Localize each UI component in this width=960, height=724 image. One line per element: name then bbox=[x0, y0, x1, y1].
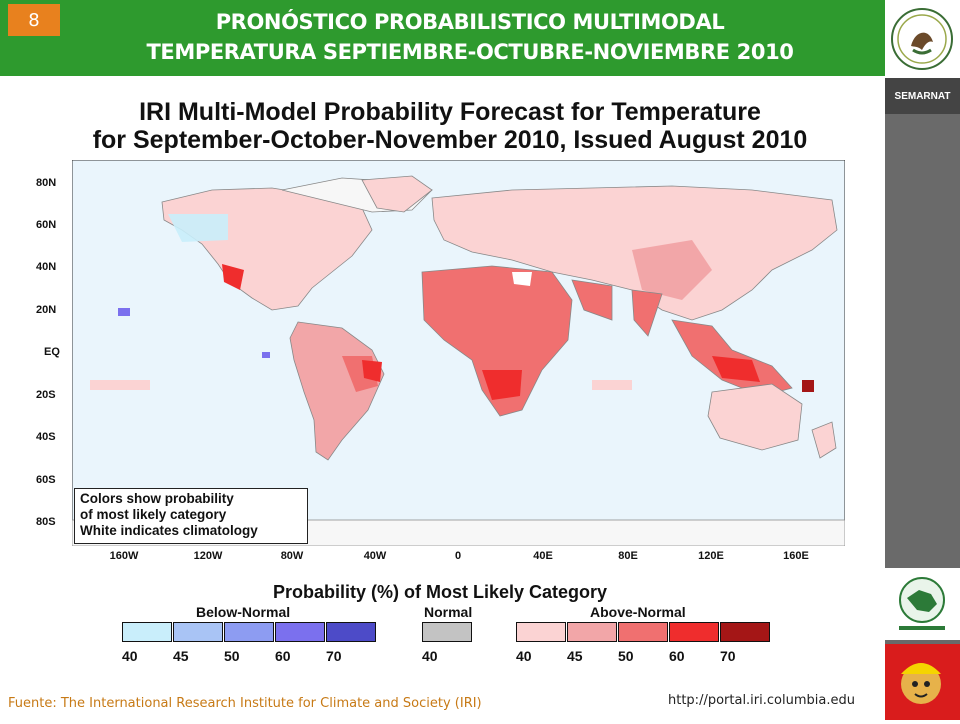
mexico-seal-logo bbox=[885, 0, 960, 78]
note-line: White indicates climatology bbox=[80, 523, 258, 538]
lon-label: 120E bbox=[698, 550, 724, 562]
legend-swatch bbox=[173, 622, 223, 642]
mascot-logo bbox=[885, 644, 960, 720]
figure-title-line1: IRI Multi-Model Probability Forecast for… bbox=[139, 98, 761, 126]
legend-group-below: Below-Normal bbox=[196, 604, 291, 620]
source-url[interactable]: http://portal.iri.columbia.edu bbox=[668, 693, 855, 708]
greenland bbox=[361, 175, 433, 213]
lat-label: EQ bbox=[44, 346, 60, 358]
figure-title-line2: for September-October-November 2010, Iss… bbox=[92, 126, 808, 154]
legend-swatch-label: 45 bbox=[173, 648, 189, 664]
lat-label: 20S bbox=[36, 389, 56, 401]
legend-group-normal: Normal bbox=[424, 604, 473, 620]
semarnat-label: SEMARNAT bbox=[885, 78, 960, 114]
legend-swatch-label: 50 bbox=[618, 648, 634, 664]
lon-label: 80E bbox=[618, 550, 638, 562]
legend-swatch bbox=[224, 622, 274, 642]
header-bar bbox=[0, 0, 885, 76]
australia-land bbox=[707, 383, 803, 451]
legend-swatch bbox=[720, 622, 770, 642]
lon-label: 40E bbox=[533, 550, 553, 562]
legend-swatch bbox=[669, 622, 719, 642]
lat-label: 80S bbox=[36, 516, 56, 528]
legend-swatch-label: 60 bbox=[669, 648, 685, 664]
legend-swatch-label: 70 bbox=[326, 648, 342, 664]
lon-label: 80W bbox=[280, 550, 304, 562]
slide-number-badge: 8 bbox=[8, 4, 60, 36]
legend-swatch bbox=[567, 622, 617, 642]
legend-swatch-label: 60 bbox=[275, 648, 291, 664]
lat-label: 40N bbox=[36, 261, 57, 273]
legend-swatch bbox=[516, 622, 566, 642]
legend-swatch bbox=[422, 622, 472, 642]
legend-swatch bbox=[326, 622, 376, 642]
lon-label: 40W bbox=[363, 550, 387, 562]
lon-label: 120W bbox=[193, 550, 223, 562]
legend-swatch-label: 40 bbox=[516, 648, 532, 664]
legend-swatch-label: 70 bbox=[720, 648, 736, 664]
legend-swatch-label: 40 bbox=[122, 648, 138, 664]
lat-label: 60N bbox=[36, 219, 57, 231]
lon-label: 160W bbox=[109, 550, 139, 562]
legend-group-above: Above-Normal bbox=[590, 604, 686, 620]
legend-swatch bbox=[618, 622, 668, 642]
legend-swatch-label: 45 bbox=[567, 648, 583, 664]
conafor-logo bbox=[885, 568, 960, 640]
lat-label: 40S bbox=[36, 431, 56, 443]
map-note-box: Colors show probability of most likely c… bbox=[74, 488, 308, 544]
africa-land bbox=[421, 265, 573, 417]
lat-label: 60S bbox=[36, 474, 56, 486]
legend-swatch bbox=[275, 622, 325, 642]
lon-label: 0 bbox=[454, 550, 462, 562]
lat-label: 80N bbox=[36, 177, 57, 189]
world-forecast-map bbox=[72, 160, 845, 546]
note-line: Colors show probability bbox=[80, 491, 234, 506]
slide-title-line2: TEMPERATURA SEPTIEMBRE-OCTUBRE-NOVIEMBRE… bbox=[146, 40, 794, 64]
lon-label: 160E bbox=[783, 550, 809, 562]
legend-swatch bbox=[122, 622, 172, 642]
legend-swatch-label: 40 bbox=[422, 648, 438, 664]
legend-swatch-label: 50 bbox=[224, 648, 240, 664]
legend-title: Probability (%) of Most Likely Category bbox=[272, 582, 608, 602]
note-line: of most likely category bbox=[80, 507, 227, 522]
slide-title-line1: PRONÓSTICO PROBABILISTICO MULTIMODAL bbox=[215, 10, 725, 34]
lat-label: 20N bbox=[36, 304, 57, 316]
source-credit: Fuente: The International Research Insti… bbox=[8, 696, 482, 711]
